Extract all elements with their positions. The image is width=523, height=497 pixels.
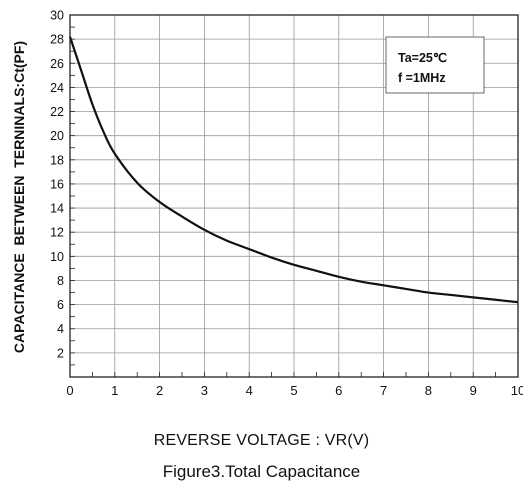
y-tick-label: 6: [57, 298, 64, 312]
y-tick-label: 30: [50, 9, 64, 23]
y-tick-label: 4: [57, 322, 64, 336]
annotation-frequency: f =1MHz: [398, 71, 446, 85]
x-tick-label: 3: [201, 383, 208, 398]
x-tick-label: 1: [111, 383, 118, 398]
x-tick-label: 9: [470, 383, 477, 398]
x-tick-label: 6: [335, 383, 342, 398]
y-tick-label: 20: [50, 129, 64, 143]
x-tick-label: 5: [290, 383, 297, 398]
plot-frame: [69, 14, 519, 378]
x-axis-label: REVERSE VOLTAGE : VR(V): [153, 432, 370, 449]
y-tick-label: 10: [50, 250, 64, 264]
y-tick-label: 26: [50, 57, 64, 71]
x-tick-label: 8: [425, 383, 432, 398]
legend-box: Ta=25℃ f =1MHz: [385, 36, 485, 94]
y-tick-label: 14: [50, 202, 64, 216]
x-tick-label: 4: [246, 383, 253, 398]
y-axis-label: CAPACITANCE BETWEEN TERNINALS:Ct(PF): [11, 41, 27, 353]
y-tick-label: 8: [57, 274, 64, 288]
x-tick-label: 7: [380, 383, 387, 398]
x-tick-label: 0: [66, 383, 73, 398]
y-tick-label: 18: [50, 153, 64, 167]
x-tick-label: 10: [511, 383, 523, 398]
y-tick-label: 2: [57, 346, 64, 360]
y-tick-label: 24: [50, 81, 64, 95]
annotation-temperature: Ta=25℃: [398, 51, 447, 65]
capacitance-curve: [68, 36, 519, 304]
y-tick-label: 16: [50, 177, 64, 191]
y-tick-label: 28: [50, 33, 64, 47]
y-tick-label: 12: [50, 226, 64, 240]
y-tick-label: 22: [50, 105, 64, 119]
figure-caption: Figure3.Total Capacitance: [162, 462, 361, 481]
x-tick-label: 2: [156, 383, 163, 398]
